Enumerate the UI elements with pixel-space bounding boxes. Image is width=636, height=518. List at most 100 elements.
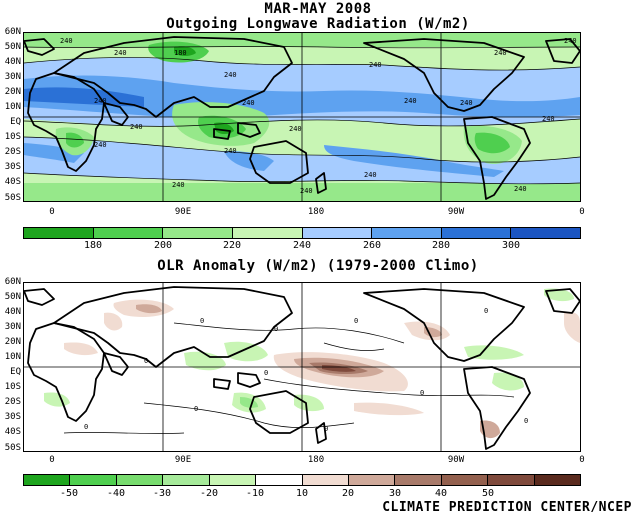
colorbar-segment bbox=[163, 228, 233, 238]
colorbar-tick: 20 bbox=[341, 488, 355, 499]
contour-label: 240 bbox=[130, 123, 143, 131]
lat-label: 30S bbox=[4, 162, 21, 172]
lat-label: 30N bbox=[4, 72, 21, 82]
colorbar-segment bbox=[511, 228, 580, 238]
contour-label: 240 bbox=[94, 97, 107, 105]
colorbar-tick: -30 bbox=[152, 488, 172, 499]
contour-label: 240 bbox=[242, 99, 255, 107]
colorbar-segment bbox=[302, 228, 373, 238]
colorbar-tick: 200 bbox=[153, 240, 173, 251]
contour-label: 0 bbox=[200, 317, 204, 325]
credit-text: CLIMATE PREDICTION CENTER/NCEP bbox=[382, 500, 632, 515]
lat-label: 40N bbox=[4, 307, 21, 317]
colorbar-tick: 220 bbox=[222, 240, 242, 251]
lat-label: 20N bbox=[4, 337, 21, 347]
colorbar-segment bbox=[441, 228, 512, 238]
olr-contours bbox=[24, 46, 580, 185]
lat-label: 50N bbox=[4, 42, 21, 52]
lon-label: 90E bbox=[174, 455, 192, 465]
contour-label: 0 bbox=[194, 405, 198, 413]
colorbar-segment bbox=[93, 228, 164, 238]
lat-label: 40S bbox=[4, 427, 21, 437]
colorbar-segment bbox=[70, 475, 117, 485]
contour-label: 0 bbox=[324, 425, 328, 433]
anomaly-map-canvas: 0 0 0 0 0 0 0 0 0 0 0 bbox=[24, 283, 580, 451]
lat-label: 60N bbox=[4, 277, 21, 287]
contour-label: 240 bbox=[364, 171, 377, 179]
lat-label: 10S bbox=[4, 132, 21, 142]
colorbar-tick: 280 bbox=[431, 240, 451, 251]
contour-label: 0 bbox=[420, 389, 424, 397]
colorbar-tick: 240 bbox=[292, 240, 312, 251]
lat-label: 20S bbox=[4, 147, 21, 157]
colorbar-segment bbox=[395, 475, 442, 485]
lon-label: 90W bbox=[447, 207, 465, 217]
contour-label: 0 bbox=[484, 307, 488, 315]
olr-map: 180 240 240 240 240 240 240 240 240 240 … bbox=[23, 32, 581, 202]
lon-label: 90E bbox=[174, 207, 192, 217]
colorbar-segment bbox=[256, 475, 303, 485]
lat-label: EQ bbox=[10, 117, 21, 127]
lat-label: 30S bbox=[4, 412, 21, 422]
colorbar-tick: 30 bbox=[388, 488, 402, 499]
contour-label: 240 bbox=[289, 125, 302, 133]
contour-label: 0 bbox=[524, 417, 528, 425]
colorbar-segment bbox=[441, 475, 489, 485]
colorbar-segment bbox=[302, 475, 349, 485]
olr-field-280-sepac bbox=[324, 145, 504, 177]
lat-label: 10N bbox=[4, 102, 21, 112]
anom-coastlines bbox=[24, 286, 580, 450]
olr-field-300-sahara bbox=[24, 87, 144, 107]
lat-label: 40N bbox=[4, 57, 21, 67]
lon-label: 0 bbox=[579, 207, 585, 217]
lat-label: 10N bbox=[4, 352, 21, 362]
contour-label: 240 bbox=[172, 181, 185, 189]
colorbar-tick: 10 bbox=[295, 488, 309, 499]
colorbar-tick: 180 bbox=[83, 240, 103, 251]
lat-label: 60N bbox=[4, 27, 21, 37]
colorbar-segment bbox=[488, 475, 535, 485]
olr-field-200-samerica bbox=[474, 132, 510, 154]
colorbar-segment bbox=[348, 475, 396, 485]
olr-field-280-satl bbox=[24, 143, 84, 163]
lon-label: 0 bbox=[49, 455, 55, 465]
period-title: MAR-MAY 2008 bbox=[264, 1, 372, 17]
olr-map-canvas: 180 240 240 240 240 240 240 240 240 240 … bbox=[24, 33, 580, 201]
contour-label: 240 bbox=[564, 37, 577, 45]
contour-label: 240 bbox=[542, 115, 555, 123]
contour-label: 0 bbox=[264, 369, 268, 377]
contour-label: 240 bbox=[114, 49, 127, 57]
olr-coastlines bbox=[24, 36, 580, 200]
anomaly-map-title: OLR Anomaly (W/m2) (1979-2000 Climo) bbox=[157, 258, 479, 274]
olr-map-title: Outgoing Longwave Radiation (W/m2) bbox=[166, 16, 470, 32]
anom-contour-labels: 0 0 0 0 0 0 0 0 0 0 0 bbox=[84, 307, 528, 433]
contour-label: 240 bbox=[404, 97, 417, 105]
anom-grid bbox=[24, 283, 580, 451]
colorbar-segment bbox=[534, 475, 581, 485]
colorbar-segment bbox=[24, 475, 71, 485]
colorbar-tick: -50 bbox=[59, 488, 79, 499]
olr-field-280-australia bbox=[224, 151, 274, 171]
lat-label: 20N bbox=[4, 87, 21, 97]
contour-label: 240 bbox=[460, 99, 473, 107]
contour-label: 0 bbox=[144, 357, 148, 365]
lon-label: 0 bbox=[49, 207, 55, 217]
lat-label: 10S bbox=[4, 382, 21, 392]
lat-label: 20S bbox=[4, 397, 21, 407]
lat-label: 50S bbox=[4, 443, 21, 453]
colorbar-tick: -40 bbox=[106, 488, 126, 499]
colorbar-tick: -10 bbox=[245, 488, 265, 499]
colorbar-tick: -20 bbox=[199, 488, 219, 499]
contour-label: 240 bbox=[514, 185, 527, 193]
olr-colorbar bbox=[23, 227, 581, 239]
colorbar-segment bbox=[209, 475, 257, 485]
contour-label: 0 bbox=[84, 423, 88, 431]
lat-label: EQ bbox=[10, 367, 21, 377]
anomaly-map: 0 0 0 0 0 0 0 0 0 0 0 bbox=[23, 282, 581, 452]
colorbar-tick: 40 bbox=[434, 488, 448, 499]
lon-label: 180 bbox=[307, 455, 325, 465]
lon-label: 180 bbox=[307, 207, 325, 217]
colorbar-tick: 300 bbox=[501, 240, 521, 251]
lat-label: 40S bbox=[4, 177, 21, 187]
contour-label: 240 bbox=[494, 49, 507, 57]
